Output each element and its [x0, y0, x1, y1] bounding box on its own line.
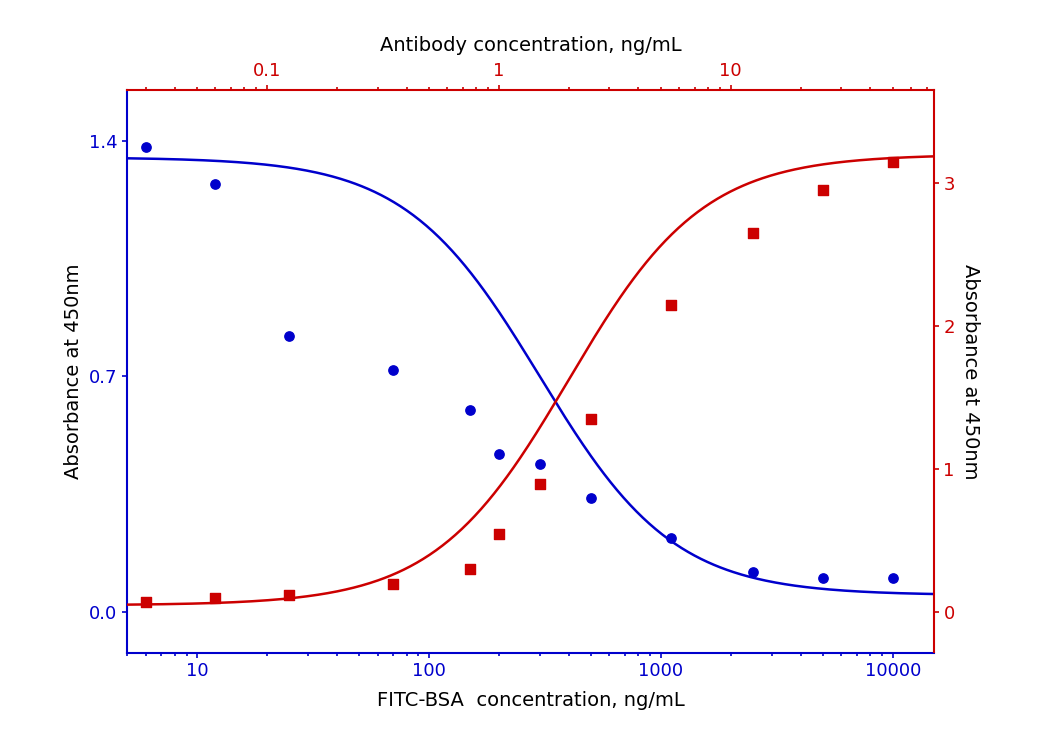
Point [137, 141, 154, 153]
Point [385, 364, 402, 376]
Point [885, 155, 902, 167]
Y-axis label: Absorbance at 450nm: Absorbance at 450nm [65, 263, 84, 479]
Y-axis label: Absorbance at 450nm: Absorbance at 450nm [961, 263, 980, 479]
Point [490, 528, 507, 540]
Point [385, 578, 402, 590]
Point [745, 566, 762, 578]
Point [490, 448, 507, 460]
Point [462, 404, 479, 416]
Point [582, 491, 599, 503]
X-axis label: FITC-BSA  concentration, ng/mL: FITC-BSA concentration, ng/mL [377, 692, 684, 710]
X-axis label: Antibody concentration, ng/mL: Antibody concentration, ng/mL [380, 36, 681, 56]
Point [207, 178, 224, 190]
Point [281, 330, 298, 342]
Point [815, 184, 832, 196]
Point [137, 596, 154, 608]
Point [582, 413, 599, 425]
Point [885, 572, 902, 584]
Point [462, 563, 479, 575]
Point [532, 478, 549, 490]
Point [532, 458, 549, 470]
Point [745, 227, 762, 239]
Point [815, 572, 832, 584]
Point [207, 592, 224, 604]
Point [281, 590, 298, 602]
Point [662, 298, 679, 310]
Point [662, 532, 679, 544]
